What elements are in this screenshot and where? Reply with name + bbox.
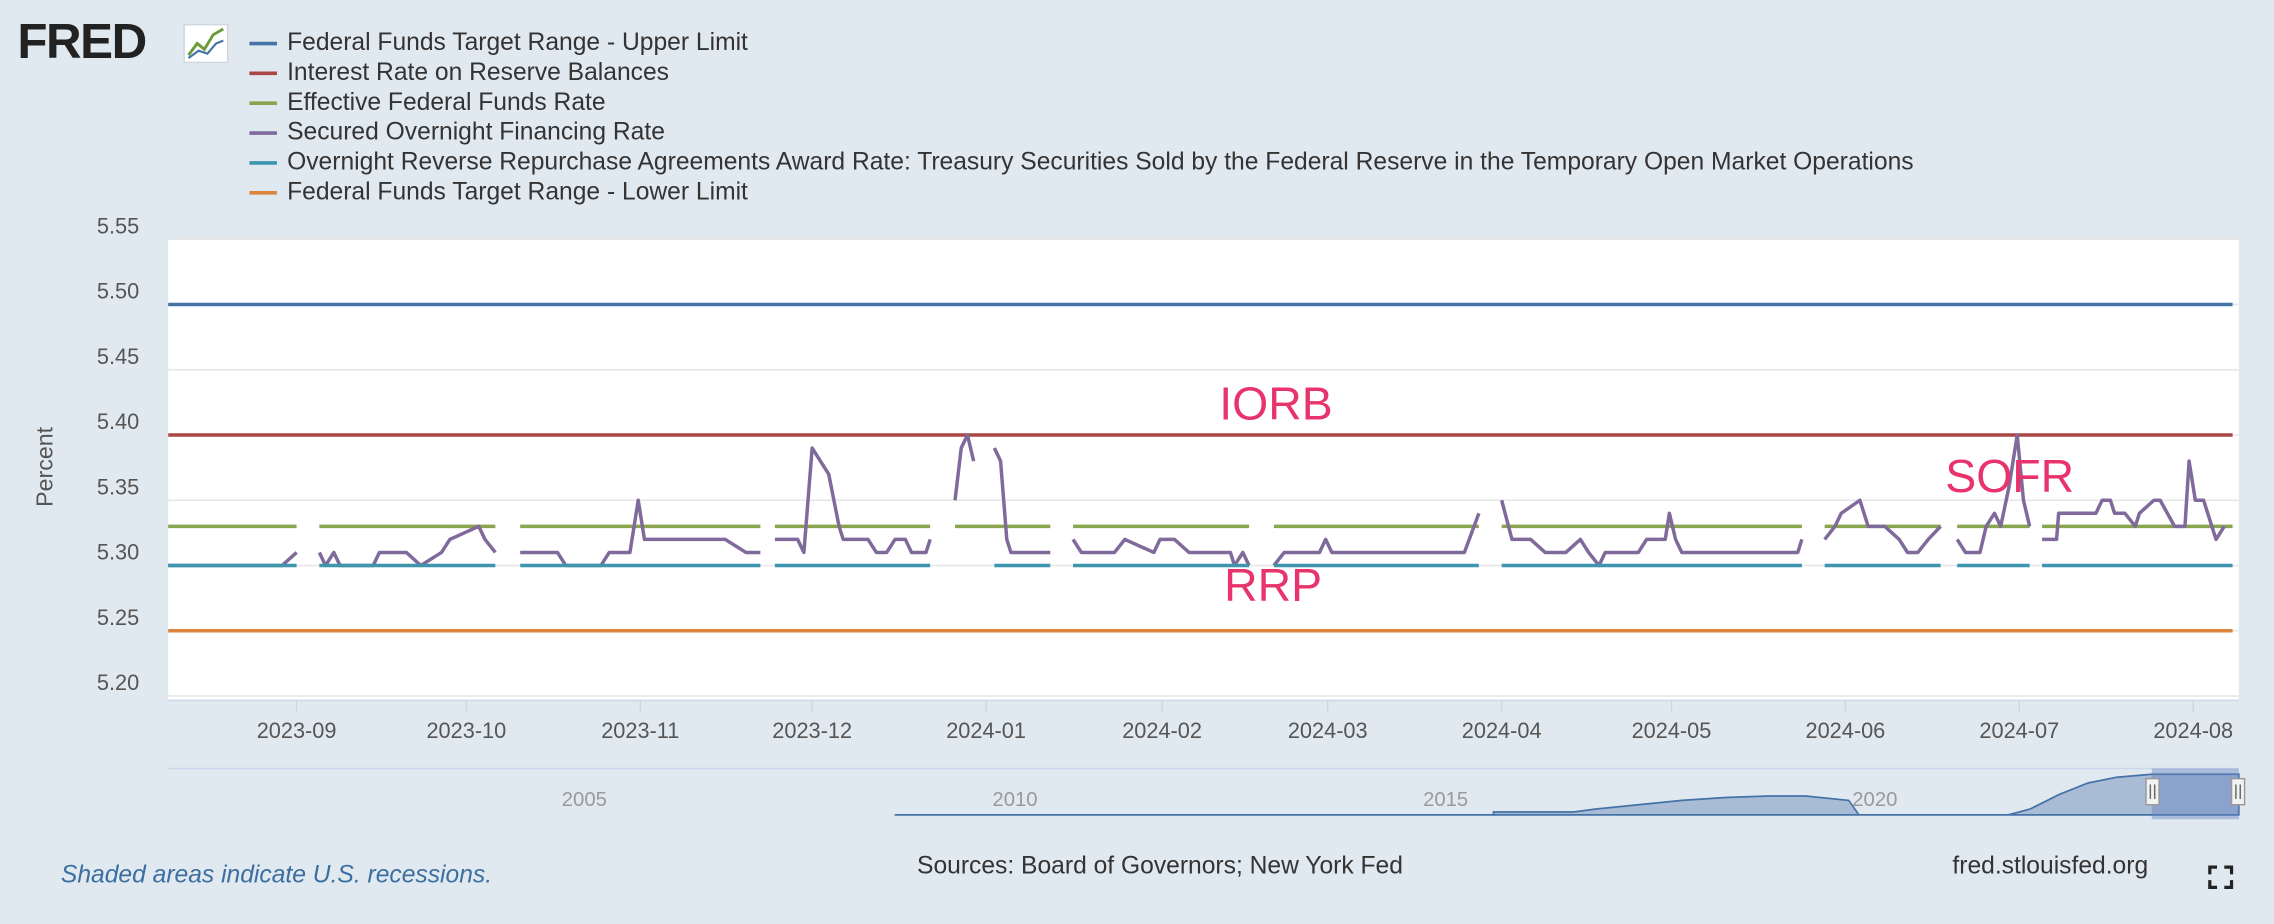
legend-label: Effective Federal Funds Rate (287, 89, 605, 116)
x-tick-label: 2024-06 (1805, 718, 1885, 743)
y-tick-label: 5.50 (97, 279, 139, 304)
plot-area (168, 239, 2239, 701)
y-tick-label: 5.25 (97, 605, 139, 630)
y-tick-label: 5.30 (97, 540, 139, 565)
x-tick-label: 2024-04 (1462, 718, 1542, 743)
legend-label: Federal Funds Target Range - Upper Limit (287, 29, 748, 56)
navigator[interactable] (168, 767, 2246, 820)
x-tick-label: 2023-10 (426, 718, 506, 743)
legend-label: Overnight Reverse Repurchase Agreements … (287, 148, 1914, 175)
logo[interactable]: FRED (17, 14, 147, 69)
legend-item[interactable]: Interest Rate on Reserve Balances (249, 59, 669, 86)
legend-label: Interest Rate on Reserve Balances (287, 59, 669, 86)
legend: Federal Funds Target Range - Upper Limit… (249, 29, 1914, 205)
x-tick-label: 2023-09 (257, 718, 337, 743)
annotation: SOFR (1945, 450, 2074, 502)
y-tick-label: 5.20 (97, 670, 139, 695)
x-tick-label: 2024-01 (946, 718, 1026, 743)
plot-layer: 5.20 5.25 5.30 5.35 5.40 5.45 5.50 5.55 2023-09 2… (97, 213, 2239, 743)
navigator-label: 2005 (562, 789, 607, 811)
x-tick-label: 2024-03 (1288, 718, 1368, 743)
annotation: IORB (1219, 378, 1332, 430)
site-link[interactable]: fred.stlouisfed.org (1952, 853, 2148, 880)
logo-icon (183, 23, 229, 64)
fullscreen-button[interactable] (2208, 865, 2234, 889)
y-tick-label: 5.45 (97, 344, 139, 369)
navigator-label: 2020 (1852, 789, 1897, 811)
x-tick-label: 2023-11 (601, 718, 679, 743)
annotation: RRP (1224, 559, 1322, 611)
sources: Sources: Board of Governors; New York Fe… (917, 853, 1403, 880)
navigator-label: 2010 (992, 789, 1037, 811)
x-tick-label: 2024-02 (1122, 718, 1202, 743)
legend-label: Secured Overnight Financing Rate (287, 119, 665, 146)
y-tick-label: 5.55 (97, 213, 139, 238)
x-tick-label: 2024-07 (1979, 718, 2059, 743)
y-axis-title: Percent (32, 426, 58, 506)
x-tick-label: 2024-08 (2153, 718, 2233, 743)
y-tick-label: 5.35 (97, 474, 139, 499)
legend-item[interactable]: Effective Federal Funds Rate (249, 89, 606, 116)
legend-label: Federal Funds Target Range - Lower Limit (287, 178, 748, 205)
x-tick-label: 2023-12 (772, 718, 852, 743)
x-tick-label: 2024-05 (1632, 718, 1712, 743)
legend-item[interactable]: Secured Overnight Financing Rate (249, 119, 665, 146)
navigator-label: 2015 (1423, 789, 1468, 811)
legend-item[interactable]: Overnight Reverse Repurchase Agreements … (249, 148, 1914, 175)
legend-item[interactable]: Federal Funds Target Range - Upper Limit (249, 29, 748, 56)
recession-note: Shaded areas indicate U.S. recessions. (61, 861, 492, 888)
legend-item[interactable]: Federal Funds Target Range - Lower Limit (249, 178, 748, 205)
y-tick-label: 5.40 (97, 409, 139, 434)
